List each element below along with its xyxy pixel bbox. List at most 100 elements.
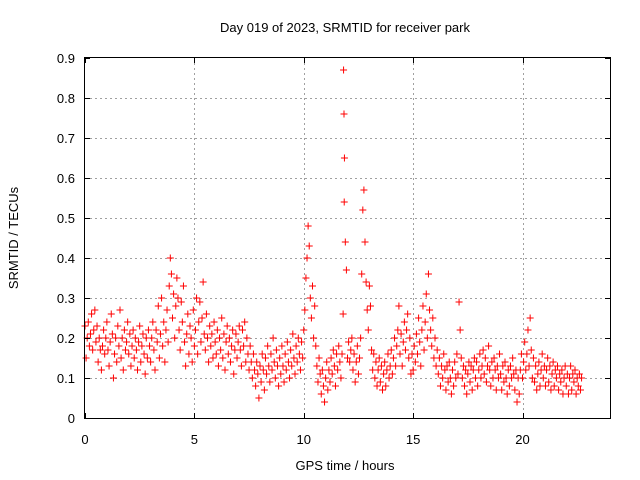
data-point: [488, 358, 496, 366]
data-point: [271, 374, 279, 382]
data-point: [365, 282, 373, 290]
data-point: [158, 294, 166, 302]
data-point: [287, 346, 295, 354]
data-point: [452, 374, 460, 382]
data-point: [137, 358, 145, 366]
data-point: [321, 398, 329, 406]
data-point: [374, 366, 382, 374]
data-point: [467, 362, 475, 370]
data-point: [549, 358, 557, 366]
data-point: [436, 382, 444, 390]
data-point: [300, 326, 308, 334]
data-point: [389, 354, 397, 362]
data-point: [558, 366, 566, 374]
chart-title: Day 019 of 2023, SRMTID for receiver par…: [220, 20, 470, 35]
data-point: [302, 274, 310, 282]
data-point: [357, 334, 365, 342]
data-point: [392, 362, 400, 370]
data-point: [229, 326, 237, 334]
data-point: [420, 346, 428, 354]
data-point: [151, 366, 159, 374]
data-point: [241, 318, 249, 326]
data-point: [439, 374, 447, 382]
data-point: [164, 338, 172, 346]
y-tick-label: 0.2: [57, 331, 75, 346]
data-point: [414, 350, 421, 358]
data-point: [345, 338, 353, 346]
data-point: [233, 354, 241, 362]
data-point: [480, 370, 488, 378]
data-point: [529, 354, 537, 362]
x-tick-label: 10: [297, 432, 311, 447]
data-point: [337, 374, 345, 382]
axis-ticks: [85, 58, 610, 419]
data-point: [255, 394, 263, 402]
data-point: [154, 302, 162, 310]
data-point: [499, 362, 507, 370]
data-point: [407, 370, 415, 378]
y-tick-label: 0.9: [57, 51, 75, 66]
data-point: [216, 334, 224, 342]
y-tick-label: 0: [68, 411, 75, 426]
data-point: [441, 366, 449, 374]
data-point: [419, 302, 427, 310]
data-point: [435, 354, 443, 362]
data-point: [538, 350, 546, 358]
data-point: [479, 346, 487, 354]
data-point: [84, 318, 92, 326]
plot-frame: [84, 57, 611, 419]
x-tick-labels: 0 5 10 15 20: [81, 432, 529, 447]
data-point: [131, 334, 139, 342]
data-point: [556, 370, 564, 378]
data-point: [144, 326, 152, 334]
data-point: [470, 354, 478, 362]
data-point: [501, 358, 509, 366]
data-point: [188, 358, 196, 366]
data-point: [196, 298, 204, 306]
data-point: [310, 334, 318, 342]
data-point: [336, 358, 344, 366]
data-point: [520, 358, 528, 366]
data-point: [214, 362, 222, 370]
data-point: [277, 370, 285, 378]
data-point: [328, 370, 336, 378]
data-point: [304, 222, 312, 230]
data-point: [251, 366, 259, 374]
data-point: [557, 378, 565, 386]
y-tick-label: 0.4: [57, 251, 75, 266]
data-point: [484, 362, 491, 370]
data-point: [208, 330, 216, 338]
data-point: [444, 378, 452, 386]
data-point: [500, 378, 508, 386]
data-point: [283, 338, 291, 346]
data-point: [475, 366, 483, 374]
data-point: [257, 378, 265, 386]
data-point: [263, 370, 271, 378]
data-point: [481, 354, 489, 362]
data-point: [526, 314, 534, 322]
data-point: [487, 382, 495, 390]
data-point: [232, 330, 240, 338]
data-point: [94, 358, 102, 366]
data-point: [237, 362, 245, 370]
data-point: [329, 346, 337, 354]
data-point: [417, 362, 425, 370]
data-point: [202, 310, 210, 318]
y-tick-label: 0.7: [57, 131, 75, 146]
y-tick-label: 0.1: [57, 371, 75, 386]
data-point: [543, 366, 551, 374]
data-point: [509, 354, 517, 362]
data-point: [103, 318, 111, 326]
data-point: [511, 386, 519, 394]
data-point: [194, 350, 202, 358]
data-point: [351, 378, 359, 386]
data-point: [330, 362, 338, 370]
data-point: [197, 338, 205, 346]
data-point: [161, 358, 169, 366]
data-point: [292, 342, 300, 350]
data-point: [572, 390, 580, 398]
data-point: [349, 366, 357, 374]
data-point: [198, 314, 206, 322]
data-point: [324, 386, 332, 394]
